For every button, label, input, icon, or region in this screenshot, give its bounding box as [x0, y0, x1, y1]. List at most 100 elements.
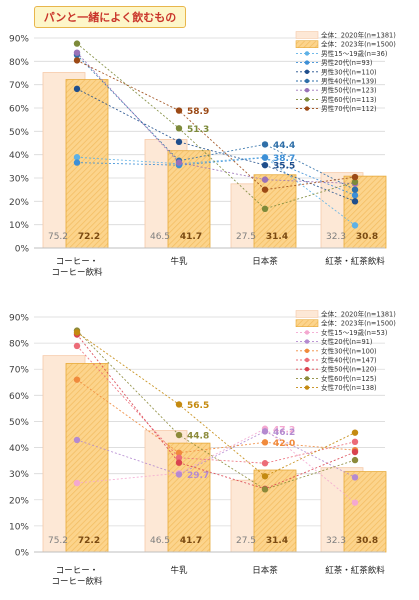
legend-entry: 女性20代(n=91) — [321, 337, 372, 346]
value-annotation: 44.4 — [273, 141, 295, 151]
bar-label-2020: 27.5 — [236, 536, 256, 546]
series-point — [261, 460, 269, 467]
series-point — [175, 431, 183, 439]
chart-panel-2: 0% 10% 20% 30% 40% 50% 60% 70% 80% 90% 75.2 46.5 27.… — [9, 310, 396, 588]
y-tick-label: 80% — [9, 340, 29, 350]
y-tick-label: 20% — [9, 496, 29, 506]
value-annotation: 51.3 — [187, 125, 209, 135]
bar-2023 — [65, 79, 109, 249]
y-tick-label: 0% — [15, 245, 30, 255]
y-tick-label: 80% — [9, 58, 29, 68]
series-point — [73, 57, 81, 64]
legend-swatch-dot — [304, 51, 310, 56]
value-annotation: 58.9 — [187, 107, 209, 117]
series-point — [175, 107, 183, 114]
series-point — [73, 154, 81, 161]
legend-swatch-dot — [304, 78, 310, 84]
series-line — [76, 156, 356, 226]
value-annotation: 42.0 — [273, 439, 295, 449]
legend-entry: 全体：2023年(n=1500) — [321, 40, 396, 49]
y-tick-label: 10% — [9, 221, 29, 231]
y-tick-label: 20% — [9, 198, 29, 208]
y-tick-label: 30% — [9, 470, 29, 480]
category-label: 日本茶 — [252, 256, 278, 267]
legend-entry: 女性70代(n=138) — [321, 383, 377, 392]
legend-entry: 男性30代(n=110) — [321, 67, 377, 76]
series-point — [261, 473, 269, 480]
series-point — [175, 159, 183, 166]
series-line — [76, 332, 356, 477]
legend-entry: 全体：2020年(n=1381) — [321, 31, 396, 40]
legend-entry: 男性70代(n=112) — [321, 104, 377, 113]
legend-entry: 全体：2020年(n=1381) — [321, 310, 396, 319]
y-tick-label: 70% — [9, 81, 29, 91]
category-label: コーヒー飲料 — [51, 576, 103, 587]
series-point — [261, 439, 269, 446]
series-line — [76, 345, 356, 464]
series-point — [73, 376, 81, 383]
legend-entry: 女性15～19歳(n=53) — [321, 328, 387, 337]
series-point — [175, 125, 183, 132]
category-label: コーヒー・ — [56, 257, 99, 267]
y-tick-label: 70% — [9, 366, 29, 376]
bar-label-2020: 46.5 — [150, 536, 170, 546]
bar-label-2020: 32.3 — [326, 536, 346, 546]
value-annotation: 56.5 — [187, 401, 209, 411]
series-point — [351, 474, 359, 481]
bar-2023 — [253, 174, 297, 249]
series-line — [76, 43, 356, 210]
series-point — [351, 448, 359, 456]
bar-2023 — [343, 471, 387, 553]
series-line — [76, 52, 356, 185]
legend-swatch-dot — [304, 69, 310, 75]
legend-swatch — [295, 31, 319, 39]
series-point — [351, 429, 359, 436]
legend-swatch — [295, 40, 319, 49]
bar-2023 — [167, 442, 211, 553]
series-point — [73, 85, 81, 93]
legend-swatch-dot — [304, 60, 310, 65]
series-point — [351, 499, 359, 506]
series-point — [351, 173, 359, 181]
legend-entry: 男性20代(n=93) — [321, 58, 372, 67]
bar-label-2023: 31.4 — [266, 536, 288, 546]
bar-2023 — [253, 469, 297, 553]
series-point — [175, 401, 183, 408]
series-point — [351, 186, 359, 193]
y-tick-label: 60% — [9, 392, 29, 402]
value-annotation: 35.5 — [273, 162, 295, 172]
series-point — [261, 161, 269, 169]
y-tick-label: 10% — [9, 522, 29, 532]
legend-swatch-dot — [304, 385, 310, 390]
series-point — [73, 342, 81, 350]
legend-entry: 男性15～19歳(n=36) — [321, 49, 387, 58]
series-line — [76, 54, 356, 191]
bar-label-2023: 41.7 — [180, 232, 202, 242]
legend-swatch-dot — [304, 97, 310, 102]
legend-entry: 女性60代(n=125) — [321, 374, 377, 383]
y-tick-label: 50% — [9, 128, 29, 138]
page-title: パンと一緒によく飲むもの — [43, 11, 177, 24]
legend-swatch-dot — [304, 348, 310, 353]
value-annotation: 29.7 — [187, 471, 209, 481]
category-label: コーヒー飲料 — [51, 267, 103, 278]
bar-label-2020: 46.5 — [150, 232, 170, 242]
y-tick-label: 90% — [9, 314, 29, 324]
bar-label-2020: 75.2 — [48, 536, 68, 546]
bar-label-2023: 30.8 — [356, 232, 378, 242]
y-tick-label: 30% — [9, 175, 29, 185]
value-annotation: 46.2 — [273, 428, 295, 438]
category-label: 牛乳 — [170, 565, 188, 576]
series-point — [73, 329, 81, 336]
series-point — [261, 205, 269, 212]
category-label: 日本茶 — [252, 565, 278, 576]
bar-label-2023: 72.2 — [78, 536, 100, 546]
series-point — [351, 198, 359, 205]
y-tick-label: 40% — [9, 151, 29, 161]
series-point — [351, 222, 359, 229]
legend-entry: 男性60代(n=113) — [321, 95, 377, 104]
series-point — [351, 438, 359, 446]
legend-entry: 男性40代(n=139) — [321, 77, 377, 86]
bar-label-2020: 27.5 — [236, 232, 256, 242]
series-point — [351, 192, 359, 199]
